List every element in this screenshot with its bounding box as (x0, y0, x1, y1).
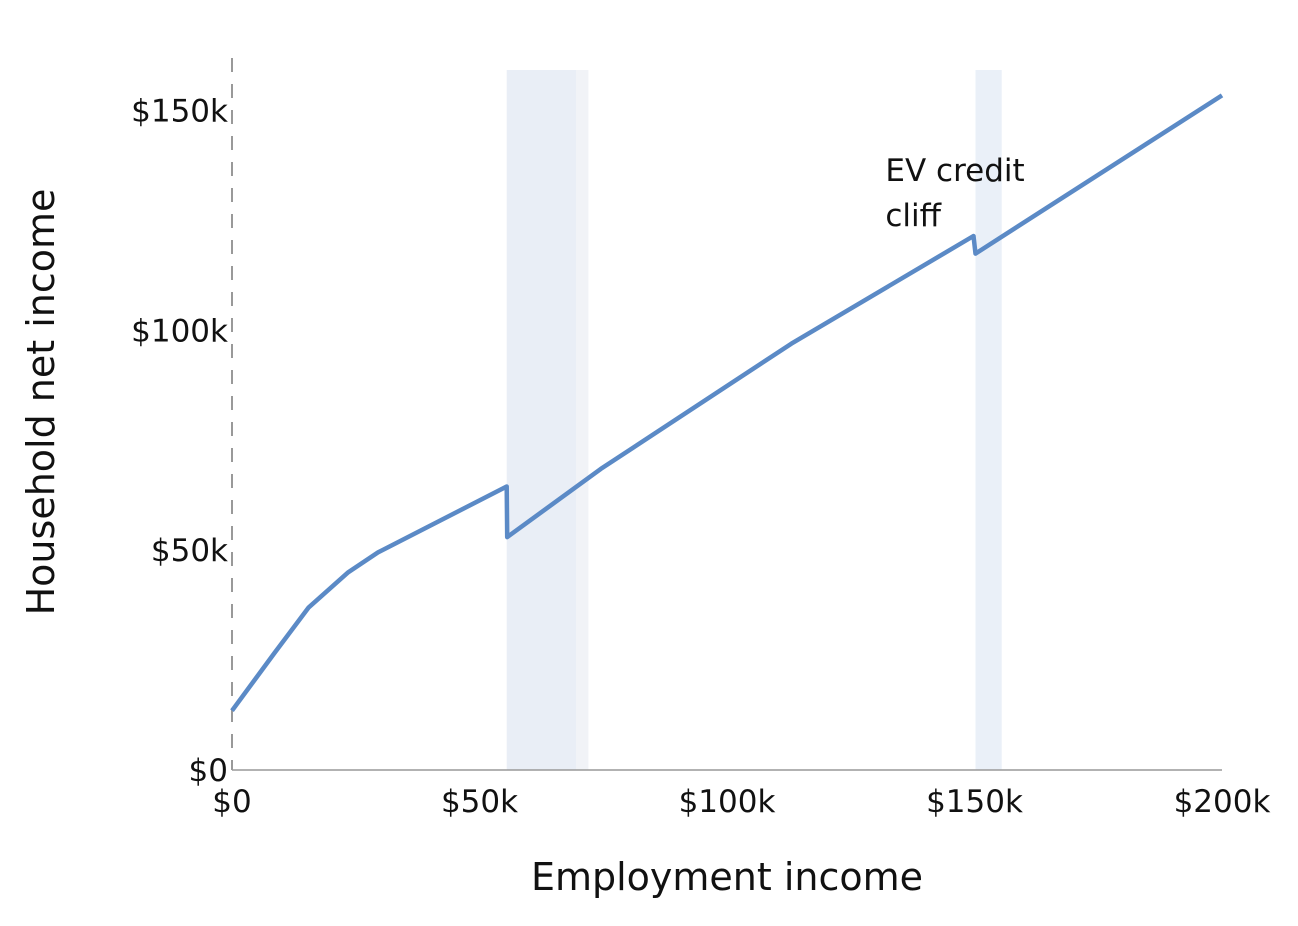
y-tick-label: $50k (151, 533, 228, 569)
x-tick-labels: $0 $50k $100k $150k $200k (212, 784, 1270, 820)
x-tick-label: $50k (441, 784, 518, 820)
shaded-regions (506, 70, 1002, 770)
x-tick-label: $150k (926, 784, 1023, 820)
shaded-region-0 (506, 70, 577, 770)
annotation-text: EV credit (885, 153, 1024, 189)
x-tick-label: $200k (1174, 784, 1271, 820)
series-line (230, 93, 1224, 713)
annotation-text: cliff (885, 198, 941, 234)
y-tick-labels: $0 $50k $100k $150k (131, 94, 228, 789)
shaded-region-1 (576, 70, 589, 770)
annotations: EV credit cliff (885, 153, 1024, 234)
y-tick-label: $0 (189, 753, 228, 789)
x-tick-label: $0 (212, 784, 251, 820)
y-axis-title: Household net income (19, 189, 63, 616)
shaded-region-2 (975, 70, 1002, 770)
x-tick-label: $100k (679, 784, 776, 820)
y-tick-label: $150k (131, 94, 228, 130)
x-axis-title: Employment income (531, 855, 923, 899)
y-tick-label: $100k (131, 313, 228, 349)
